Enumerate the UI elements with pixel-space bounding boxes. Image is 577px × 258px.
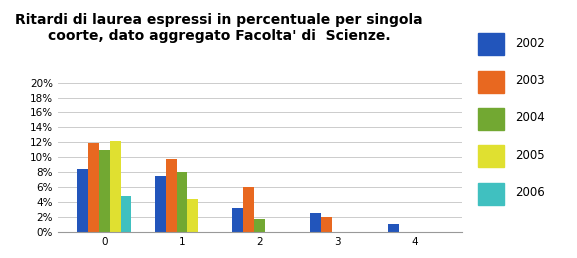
Bar bbox=[188, 199, 198, 232]
Bar bbox=[478, 71, 504, 93]
Bar bbox=[110, 141, 121, 232]
Text: 2006: 2006 bbox=[515, 186, 545, 199]
Bar bbox=[478, 145, 504, 167]
Bar bbox=[88, 143, 99, 232]
Text: 2004: 2004 bbox=[515, 111, 545, 124]
Text: 2003: 2003 bbox=[515, 74, 544, 87]
Bar bbox=[121, 196, 132, 232]
Text: 2005: 2005 bbox=[515, 149, 544, 162]
Text: Ritardi di laurea espressi in percentuale per singola
coorte, dato aggregato Fac: Ritardi di laurea espressi in percentual… bbox=[16, 13, 423, 43]
Bar bbox=[166, 159, 177, 232]
Bar bbox=[478, 34, 504, 55]
Bar bbox=[243, 187, 254, 232]
Bar bbox=[155, 176, 166, 232]
Bar bbox=[77, 169, 88, 232]
Bar bbox=[233, 207, 243, 232]
Bar bbox=[254, 219, 265, 232]
Bar bbox=[310, 214, 321, 232]
Bar bbox=[99, 150, 110, 232]
Bar bbox=[388, 224, 399, 232]
Bar bbox=[177, 172, 188, 232]
Bar bbox=[478, 108, 504, 130]
Bar bbox=[478, 183, 504, 205]
Text: 2002: 2002 bbox=[515, 37, 545, 50]
Bar bbox=[321, 217, 332, 232]
